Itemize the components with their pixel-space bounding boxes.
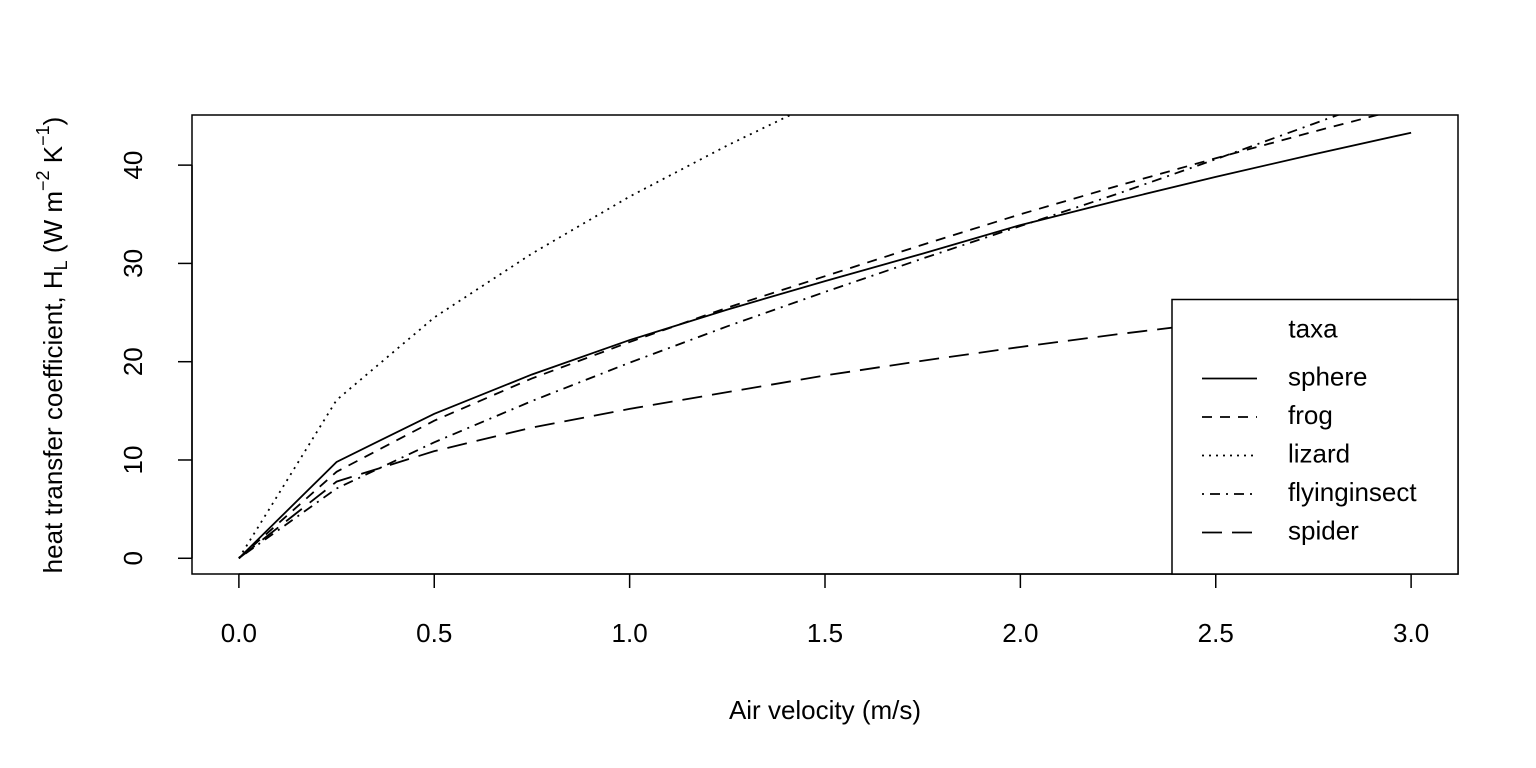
y-label-part: −2 xyxy=(33,170,53,191)
series-line xyxy=(238,131,1412,559)
series-line xyxy=(238,115,1381,559)
axes: 0.0 0.5 1.0 1.5 2.0 2.5 3.0 0 10 20 30 40 xyxy=(118,151,1429,648)
y-tick-label: 40 xyxy=(118,151,148,180)
y-label-part: K xyxy=(38,145,68,170)
series-line xyxy=(238,115,1341,560)
series-line xyxy=(238,298,1412,559)
y-label-part: heat transfer coefficient, H xyxy=(38,270,68,573)
legend-box xyxy=(1171,298,1459,575)
y-tick-label: 30 xyxy=(118,249,148,278)
x-axis-label: Air velocity (m/s) xyxy=(729,695,921,725)
legend-label: spider xyxy=(1288,515,1359,545)
y-label-part: L xyxy=(51,260,71,270)
legend-label: frog xyxy=(1288,400,1333,430)
legend: taxa sphere frog lizard flyinginsect spider xyxy=(1171,298,1459,575)
x-tick-label: 2.5 xyxy=(1198,618,1234,648)
x-tick-label: 1.5 xyxy=(807,618,843,648)
x-tick-label: 3.0 xyxy=(1393,618,1429,648)
x-tick-label: 0.0 xyxy=(221,618,257,648)
y-label-part: (W m xyxy=(38,191,68,260)
x-tick-label: 0.5 xyxy=(416,618,452,648)
y-tick-label: 0 xyxy=(118,551,148,565)
y-tick-label: 10 xyxy=(118,446,148,475)
legend-title: taxa xyxy=(1288,313,1338,343)
x-tick-label: 1.0 xyxy=(612,618,648,648)
y-label-part: −1 xyxy=(33,125,53,146)
plot-area xyxy=(238,115,1412,560)
y-axis-label: heat transfer coefficient, HL (W m−2 K−1… xyxy=(33,117,71,574)
y-label-part: ) xyxy=(38,117,68,126)
y-tick-label: 20 xyxy=(118,347,148,376)
legend-label: lizard xyxy=(1288,438,1350,468)
legend-label: sphere xyxy=(1288,361,1368,391)
x-tick-label: 2.0 xyxy=(1002,618,1038,648)
legend-label: flyinginsect xyxy=(1288,477,1417,507)
